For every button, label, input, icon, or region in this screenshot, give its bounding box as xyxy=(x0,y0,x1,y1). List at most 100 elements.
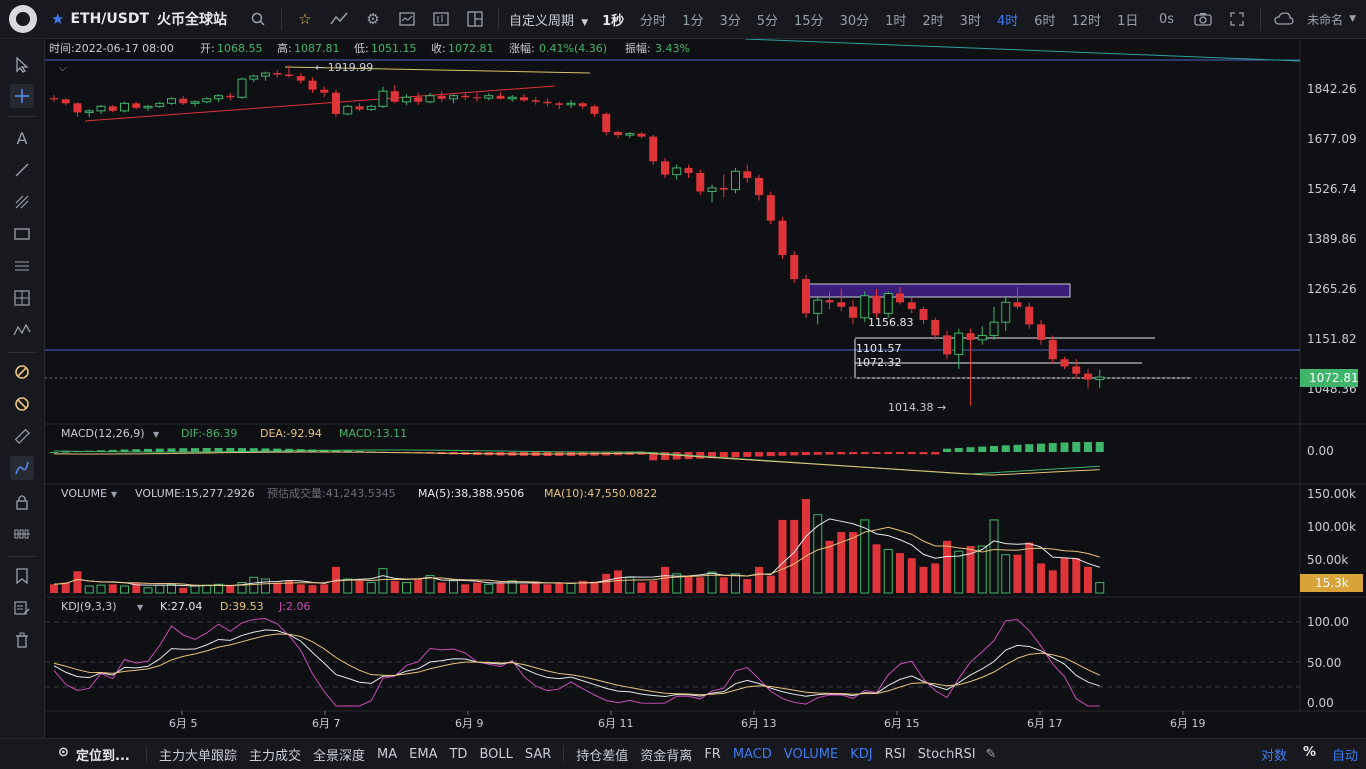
candle-body[interactable] xyxy=(285,74,293,77)
candle-body[interactable] xyxy=(226,95,235,98)
text-tool-icon[interactable]: A xyxy=(16,128,28,148)
edit-indicators-icon[interactable]: ✎ xyxy=(985,746,997,762)
indicator-8[interactable]: 持仓差值 xyxy=(576,748,629,764)
candle-body[interactable] xyxy=(566,102,576,106)
fullscreen-icon[interactable] xyxy=(1226,8,1248,30)
indicator-5[interactable]: TD xyxy=(449,746,468,762)
magnet-icon[interactable] xyxy=(10,360,34,384)
indicator-7[interactable]: SAR xyxy=(524,746,552,762)
camera-icon[interactable] xyxy=(1192,8,1214,30)
trendline-teal[interactable] xyxy=(744,39,1301,62)
candle-body[interactable] xyxy=(237,78,247,98)
template-icon[interactable] xyxy=(396,8,418,30)
lock-icon[interactable] xyxy=(10,490,34,514)
channel-tool-icon[interactable] xyxy=(10,254,34,278)
candle-body[interactable] xyxy=(602,113,611,133)
grid-tool-icon[interactable] xyxy=(10,286,34,310)
time-axis[interactable]: 6月 5 6月 7 6月 9 6月 11 6月 13 6月 15 6月 17 6月 19 xyxy=(169,711,1206,730)
candle-body[interactable] xyxy=(320,89,329,93)
interval-13[interactable]: 1日 xyxy=(1117,13,1139,29)
candle-body[interactable] xyxy=(507,96,517,100)
pen-icon[interactable] xyxy=(10,456,34,480)
price-axis[interactable]: 1842.26 1677.09 1526.74 1389.86 1265.26 1151.… xyxy=(1307,82,1357,396)
cursor-arrow-icon[interactable] xyxy=(10,53,34,77)
candle-body[interactable] xyxy=(214,95,223,100)
trendline-yellow[interactable] xyxy=(284,66,591,74)
interval-9[interactable]: 3时 xyxy=(959,13,981,29)
interval-0[interactable]: 1秒 xyxy=(602,13,625,29)
interval-11[interactable]: 6时 xyxy=(1034,13,1056,29)
candle-body[interactable] xyxy=(977,334,987,341)
candle-body[interactable] xyxy=(872,295,881,314)
collapse-chevron-icon[interactable]: ⌵ xyxy=(59,63,67,74)
rectangle-tool-icon[interactable] xyxy=(10,222,34,246)
candle-body[interactable] xyxy=(696,172,705,192)
candle-body[interactable] xyxy=(907,302,916,309)
candle-body[interactable] xyxy=(84,110,94,113)
indicator-4[interactable]: EMA xyxy=(409,746,438,762)
symbol-selector[interactable]: ★ ETH/USDT 火币全球站 xyxy=(51,9,227,29)
candle-body[interactable] xyxy=(249,75,259,80)
candle-body[interactable] xyxy=(931,319,940,336)
kdj-title[interactable]: KDJ(9,3,3) xyxy=(61,600,117,613)
interval-6[interactable]: 30分 xyxy=(839,13,870,29)
candle-body[interactable] xyxy=(1001,301,1011,323)
candle-body[interactable] xyxy=(649,136,658,162)
app-logo[interactable] xyxy=(9,5,37,33)
candle-body[interactable] xyxy=(672,167,682,176)
rectangle-zone[interactable] xyxy=(806,283,1071,298)
candle-body[interactable] xyxy=(332,92,340,114)
candle-body[interactable] xyxy=(719,187,728,190)
candle-body[interactable] xyxy=(860,295,870,319)
candle-body[interactable] xyxy=(1013,302,1022,307)
candle-body[interactable] xyxy=(943,335,951,355)
chevron-down-icon[interactable]: ▼ xyxy=(153,430,160,439)
candle-body[interactable] xyxy=(496,95,505,99)
candle-body[interactable] xyxy=(614,132,622,136)
indicator-0[interactable]: 主力大单跟踪 xyxy=(159,748,238,764)
candle-body[interactable] xyxy=(473,97,481,99)
indicator-1[interactable]: 主力成交 xyxy=(249,748,302,764)
candle-body[interactable] xyxy=(1037,324,1045,340)
cloud-icon[interactable] xyxy=(1273,8,1295,30)
fib-tool-icon[interactable] xyxy=(10,190,34,214)
candle-body[interactable] xyxy=(637,133,646,137)
candle-body[interactable] xyxy=(343,105,353,115)
interval-8[interactable]: 2时 xyxy=(922,13,944,29)
indicator-15[interactable]: StochRSI xyxy=(917,746,976,762)
candle-body[interactable] xyxy=(849,306,857,318)
candle-body[interactable] xyxy=(731,170,740,191)
interval-7[interactable]: 1时 xyxy=(885,13,907,29)
compare-icon[interactable] xyxy=(430,8,452,30)
search-icon[interactable] xyxy=(247,8,269,30)
candle-body[interactable] xyxy=(120,102,129,112)
indicator-13[interactable]: KDJ xyxy=(850,746,873,762)
layout-name[interactable]: 未命名 xyxy=(1307,12,1344,27)
chevron-down-icon[interactable]: ▼ xyxy=(137,603,144,612)
candle-body[interactable] xyxy=(590,106,599,114)
candle-body[interactable] xyxy=(402,96,411,103)
interval-3[interactable]: 3分 xyxy=(719,13,741,29)
candle-body[interactable] xyxy=(1060,359,1069,367)
indicator-12[interactable]: VOLUME xyxy=(783,746,839,762)
indicator-11[interactable]: MACD xyxy=(732,746,772,762)
chevron-down-icon[interactable]: ▼ xyxy=(111,490,118,499)
candle-body[interactable] xyxy=(1084,373,1092,380)
candle-body[interactable] xyxy=(813,299,823,314)
candle-body[interactable] xyxy=(449,95,458,100)
macd-title[interactable]: MACD(12,26,9) xyxy=(61,427,145,440)
candle-body[interactable] xyxy=(167,98,176,104)
candle-body[interactable] xyxy=(837,302,846,307)
candle-body[interactable] xyxy=(108,106,117,111)
bookmark-icon[interactable] xyxy=(10,564,34,588)
trendline-red[interactable] xyxy=(84,85,556,122)
candle-body[interactable] xyxy=(684,167,693,173)
candle-body[interactable] xyxy=(437,95,446,99)
interval-5[interactable]: 15分 xyxy=(794,13,824,29)
gear-icon[interactable]: ⚙ xyxy=(366,10,380,28)
candle-body[interactable] xyxy=(143,105,153,109)
candle-body[interactable] xyxy=(661,161,669,175)
candle-body[interactable] xyxy=(707,187,717,192)
candle-body[interactable] xyxy=(308,80,317,90)
candle-body[interactable] xyxy=(531,100,540,102)
